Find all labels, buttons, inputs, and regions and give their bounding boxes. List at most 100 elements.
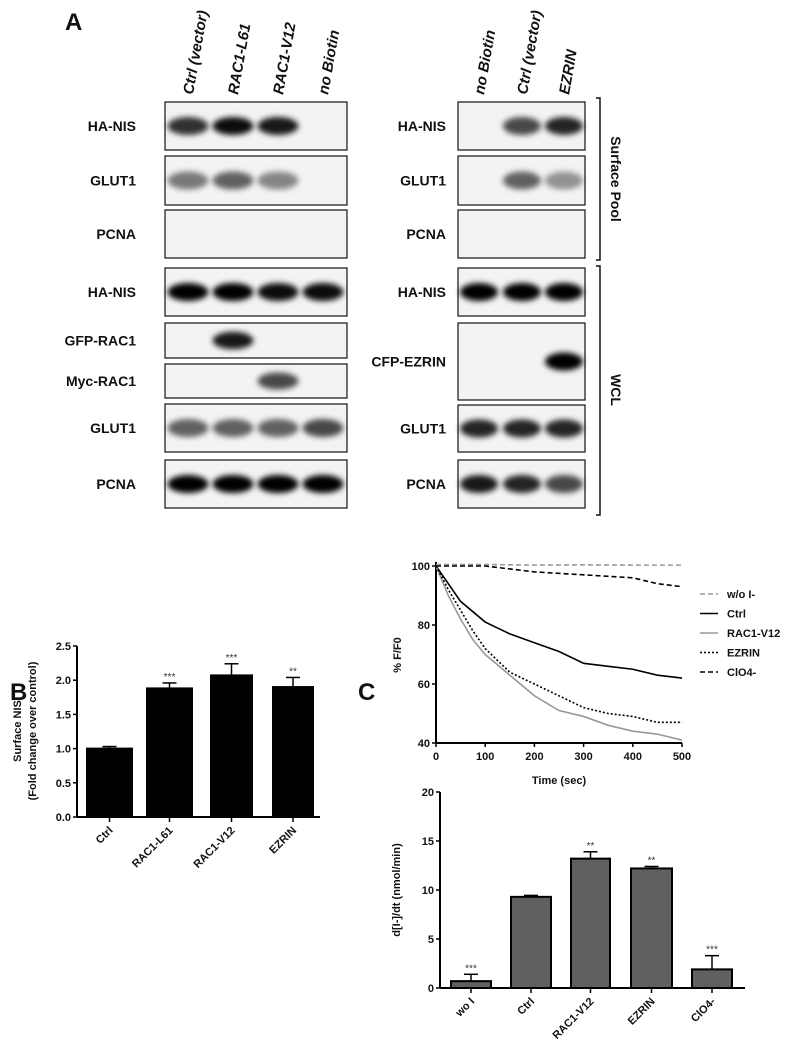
- y-tick-label: 5: [428, 934, 434, 946]
- blot-panel: [164, 363, 348, 399]
- x-tick-label: 400: [624, 751, 642, 763]
- y-tick-label: 60: [418, 679, 430, 691]
- x-tick-label: EZRIN: [626, 996, 658, 1028]
- significance-stars: ***: [706, 945, 718, 956]
- significance-stars: ***: [226, 653, 238, 664]
- lane-header: Ctrl (vector): [514, 9, 546, 96]
- blot-band: [167, 117, 209, 135]
- panel-label-b: B: [10, 679, 27, 706]
- blot-row-label: GLUT1: [400, 421, 446, 437]
- significance-stars: **: [289, 666, 297, 677]
- x-tick-label: Ctrl: [94, 825, 116, 847]
- blot-band: [257, 475, 299, 493]
- wcl-bracket: [596, 265, 601, 516]
- blot-panel: [164, 322, 348, 359]
- blot-band: [544, 171, 584, 190]
- y-axis-label: Surface NIS: [12, 700, 24, 762]
- blot-band: [302, 419, 344, 437]
- series-line: [436, 563, 682, 566]
- lane-header: RAC1-L61: [225, 22, 254, 96]
- x-tick-label: 100: [476, 751, 494, 763]
- lane-header: RAC1-V12: [270, 21, 299, 96]
- blot-row: [164, 403, 348, 453]
- y-tick-label: 2.5: [56, 641, 71, 653]
- y-tick-label: 0.0: [56, 812, 71, 824]
- blot-band: [502, 419, 542, 438]
- blot-band: [257, 171, 299, 190]
- blot-row-label: PCNA: [96, 226, 136, 242]
- y-tick-label: 80: [418, 620, 430, 632]
- bar-chart-C: [436, 791, 745, 993]
- x-tick-label: EZRIN: [267, 825, 299, 857]
- blot-row-label: PCNA: [406, 226, 446, 242]
- panel-label-c: C: [358, 679, 375, 706]
- blot-row-label: HA-NIS: [88, 118, 136, 134]
- series-line: [435, 565, 683, 679]
- significance-stars: ***: [164, 672, 176, 683]
- y-axis-label: % F/F0: [392, 637, 404, 672]
- panel-label-a: A: [65, 9, 82, 36]
- blot-row: [164, 155, 348, 206]
- blot-panel: [457, 209, 586, 259]
- wcl-label: WCL: [608, 374, 624, 406]
- blot-row: [164, 459, 348, 509]
- blot-row: [457, 322, 586, 401]
- blot-band: [459, 283, 499, 301]
- blot-band: [212, 117, 254, 135]
- blot-row: [164, 322, 348, 359]
- bar: [691, 968, 733, 990]
- blot-row-label: HA-NIS: [398, 118, 446, 134]
- blot-band: [502, 283, 542, 301]
- significance-stars: ***: [465, 963, 477, 974]
- blot-row-label: Myc-RAC1: [66, 373, 136, 389]
- x-tick-label: ClO4-: [689, 995, 718, 1024]
- x-tick-label: wo I: [453, 996, 477, 1020]
- bar: [630, 867, 673, 989]
- x-tick-label: RAC1-L61: [130, 825, 176, 871]
- lane-header: no Biotin: [471, 29, 499, 96]
- bar: [86, 747, 133, 818]
- bar: [210, 674, 253, 818]
- blot-band: [212, 283, 254, 301]
- blot-band: [502, 475, 542, 493]
- blot-row: [457, 155, 586, 206]
- x-tick-label: 0: [433, 751, 439, 763]
- blot-band: [257, 372, 299, 390]
- y-tick-label: 15: [422, 836, 434, 848]
- blot-row-label: GLUT1: [90, 173, 136, 189]
- blot-band: [459, 419, 499, 438]
- blot-row-label: HA-NIS: [88, 284, 136, 300]
- blot-row: [457, 209, 586, 259]
- blot-row-label: GLUT1: [90, 420, 136, 436]
- y-tick-label: 0: [428, 983, 434, 995]
- blot_right: [457, 101, 586, 509]
- blot-band: [257, 419, 299, 437]
- significance-stars: **: [648, 855, 656, 866]
- x-tick-label: 200: [525, 751, 543, 763]
- blot-band: [257, 117, 299, 135]
- series-line: [436, 565, 683, 588]
- blot-band: [302, 475, 344, 493]
- bar: [570, 857, 611, 990]
- y-tick-label: 40: [418, 738, 430, 750]
- blot-band: [302, 283, 344, 301]
- x-tick-label: RAC1-V12: [192, 825, 238, 871]
- y-tick-label: 2.0: [56, 675, 71, 687]
- y-tick-label: 100: [412, 561, 430, 573]
- blot-panel: [164, 209, 348, 259]
- significance-stars: **: [587, 841, 595, 852]
- legend-label: EZRIN: [727, 648, 760, 660]
- blot-row: [457, 101, 586, 151]
- bar-chart-B: [73, 645, 320, 822]
- blot-band: [167, 283, 209, 301]
- blot-row: [164, 209, 348, 259]
- blot-band: [502, 117, 542, 135]
- surface-pool-bracket: [596, 97, 601, 261]
- legend-label: w/o I-: [726, 589, 755, 601]
- x-tick-label: RAC1-V12: [551, 996, 597, 1042]
- bar: [510, 895, 552, 989]
- blot-band: [212, 419, 254, 437]
- y-tick-label: 1.5: [56, 709, 71, 721]
- blot-band: [544, 419, 584, 438]
